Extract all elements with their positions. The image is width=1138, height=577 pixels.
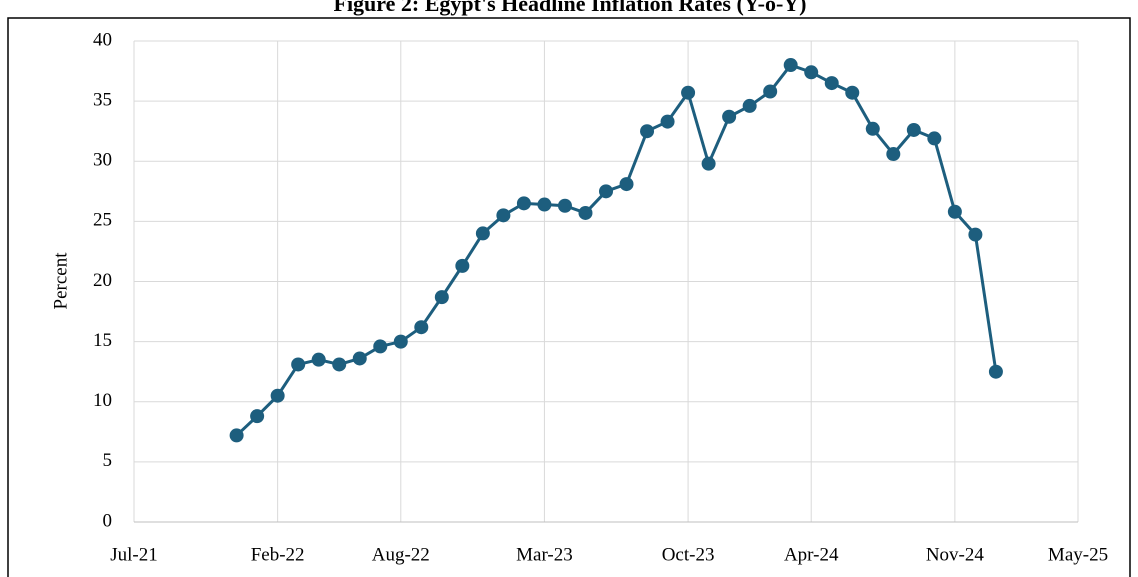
x-tick-label: Nov-24 — [926, 544, 985, 565]
y-tick-label: 10 — [93, 390, 112, 411]
data-point — [681, 85, 696, 100]
data-point — [640, 124, 655, 139]
data-point — [701, 156, 716, 171]
data-point — [619, 177, 634, 192]
data-point — [599, 184, 613, 199]
data-point — [968, 227, 983, 242]
data-point — [865, 121, 880, 136]
x-tick-label: Oct-23 — [662, 544, 715, 565]
data-point — [947, 204, 962, 219]
y-tick-label: 0 — [103, 510, 113, 531]
x-tick-label: Aug-22 — [372, 544, 430, 565]
data-point — [763, 84, 778, 99]
y-axis-label: Percent — [50, 252, 71, 310]
y-tick-label: 25 — [93, 210, 112, 231]
x-tick-label: May-25 — [1048, 544, 1108, 565]
x-tick-label: Apr-24 — [784, 544, 839, 565]
data-point — [311, 352, 326, 367]
y-tick-label: 30 — [93, 150, 112, 171]
data-point — [578, 205, 593, 220]
data-point — [393, 334, 408, 349]
data-point — [229, 428, 244, 443]
data-point — [352, 351, 367, 366]
y-tick-label: 5 — [103, 450, 113, 471]
data-point — [660, 114, 675, 129]
series-line — [235, 63, 998, 437]
chart-title: Figure 2: Egypt's Headline Inflation Rat… — [334, 0, 807, 16]
data-point — [742, 98, 757, 113]
data-point — [804, 65, 819, 80]
data-point — [824, 76, 839, 91]
x-tick-label: Feb-22 — [251, 544, 305, 565]
data-point — [475, 226, 490, 241]
x-tick-label: Mar-23 — [516, 544, 573, 565]
data-point — [414, 320, 429, 335]
data-point — [250, 409, 265, 424]
data-point — [455, 258, 470, 273]
y-tick-label: 40 — [93, 29, 112, 50]
data-point — [557, 198, 572, 213]
data-point — [537, 197, 552, 212]
data-point — [496, 208, 511, 223]
x-tick-label: Jul-21 — [110, 544, 158, 565]
data-point — [845, 85, 860, 100]
data-point — [332, 357, 347, 372]
data-point — [291, 357, 306, 372]
chart-border — [7, 17, 1131, 577]
data-point — [434, 290, 449, 305]
y-tick-label: 35 — [93, 89, 112, 110]
data-point — [906, 122, 921, 137]
data-point — [516, 196, 531, 211]
data-point — [886, 147, 901, 162]
data-point — [722, 109, 737, 124]
data-point — [373, 339, 388, 354]
data-point — [988, 364, 1003, 379]
data-point — [270, 388, 285, 403]
data-point — [927, 131, 942, 146]
data-point — [783, 58, 798, 73]
y-tick-label: 15 — [93, 330, 112, 351]
y-tick-label: 20 — [93, 270, 112, 291]
